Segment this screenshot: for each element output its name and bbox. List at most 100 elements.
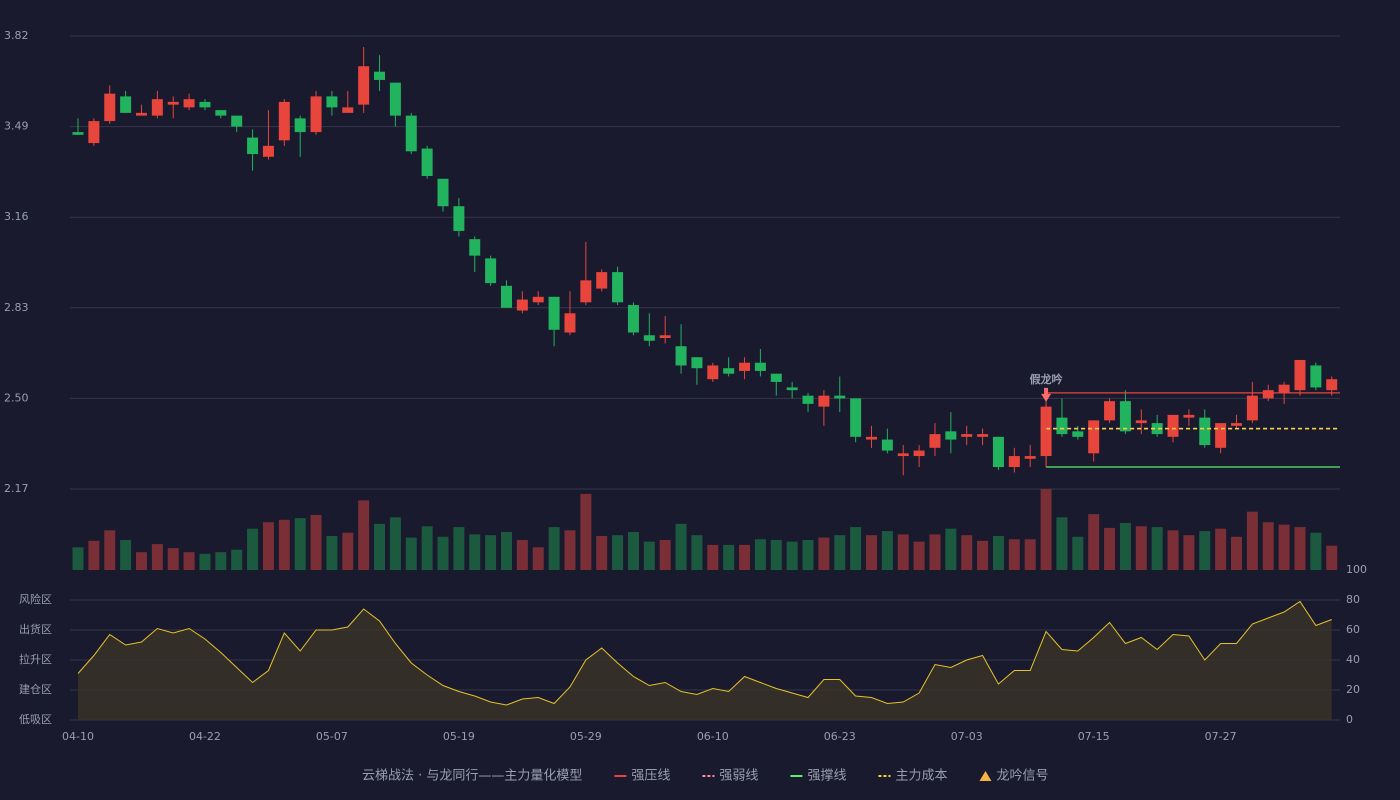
candle-body (1294, 359, 1306, 391)
candle-body (1072, 431, 1084, 437)
candle-body (659, 335, 671, 338)
candle-body (754, 362, 766, 371)
candle-body (278, 101, 290, 141)
volume-bar (659, 540, 671, 570)
candle-body (151, 99, 163, 116)
volume-bar (326, 535, 338, 570)
y2-tick-label: 0 (1346, 713, 1353, 726)
volume-bar (834, 535, 846, 570)
candle-body (691, 357, 703, 369)
volume-bar (104, 530, 116, 570)
candle-body (818, 395, 830, 407)
candle-body (723, 368, 735, 374)
candle-body (834, 395, 846, 399)
volume-bar (485, 535, 497, 570)
volume-bar (1167, 530, 1179, 570)
candle-body (120, 96, 132, 113)
legend-label: 龙吟信号 (996, 768, 1048, 784)
candle-body (850, 398, 862, 437)
candle-body (1215, 423, 1227, 448)
y-tick-label: 2.17 (4, 482, 29, 495)
volume-bar (500, 531, 512, 570)
candle-body (802, 395, 814, 404)
y-tick-label: 3.82 (4, 29, 29, 42)
x-tick-label: 07-03 (951, 730, 983, 743)
candle-body (167, 101, 179, 105)
y2-tick-label: 100 (1346, 563, 1367, 576)
candle-body (564, 313, 576, 333)
candle-body (596, 272, 608, 289)
volume-bar (1183, 535, 1195, 570)
volume-bar (850, 527, 862, 570)
candle-body (72, 132, 84, 135)
y-tick-label: 2.83 (4, 301, 29, 314)
candle-body (1183, 414, 1195, 418)
candle-body (548, 296, 560, 330)
candle-body (247, 137, 259, 155)
volume-bar (1024, 539, 1036, 570)
candle-body (374, 71, 386, 80)
volume-bar (199, 553, 211, 570)
volume-bar (580, 493, 592, 570)
y2-tick-label: 20 (1346, 683, 1360, 696)
volume-bar (374, 523, 386, 570)
volume-bar (564, 530, 576, 570)
candle-body (770, 373, 782, 382)
volume-bar (1040, 489, 1052, 570)
candle-body (643, 335, 655, 341)
y2-tick-label: 60 (1346, 623, 1360, 636)
candle-body (961, 434, 973, 437)
volume-bar (675, 523, 687, 570)
candle-body (183, 99, 195, 108)
volume-bar (643, 541, 655, 570)
volume-bar (802, 540, 814, 570)
volume-bar (739, 544, 751, 570)
volume-bar (421, 526, 433, 570)
candle-body (1056, 417, 1068, 435)
candle-body (262, 145, 274, 157)
volume-bar (786, 541, 798, 570)
candle-body (342, 107, 354, 113)
candle-body (358, 66, 370, 105)
volume-bar (151, 544, 163, 570)
volume-bar (612, 535, 624, 570)
volume-bar (72, 547, 84, 570)
candle-body (739, 362, 751, 371)
candle-body (532, 296, 544, 303)
x-tick-label: 04-10 (62, 730, 94, 743)
volume-bar (1104, 527, 1116, 570)
volume-bar (278, 519, 290, 570)
legend-title: 云梯战法 · 与龙同行——主力量化模型 (362, 769, 582, 784)
volume-bar (1231, 536, 1243, 570)
indicator-line (77, 600, 1332, 706)
candle-body (627, 305, 639, 333)
volume-bar (437, 536, 449, 570)
volume-bar (231, 549, 243, 570)
candle-body (469, 239, 481, 256)
candle-body (866, 436, 877, 440)
candle-body (215, 110, 227, 116)
legend-label: 主力成本 (895, 769, 947, 784)
zone-label: 建仓区 (19, 682, 52, 696)
volume-bar (1326, 545, 1338, 570)
candle-body (135, 112, 147, 116)
volume-bar (977, 540, 989, 570)
volume-bar (1215, 528, 1227, 570)
volume-bar (945, 528, 957, 570)
candle-body (1231, 423, 1243, 426)
volume-bar (120, 540, 132, 570)
zone-label: 拉升区 (19, 652, 52, 666)
candle-body (1278, 384, 1290, 393)
x-tick-label: 07-15 (1078, 730, 1110, 743)
zone-label: 出货区 (19, 622, 52, 636)
candle-body (1104, 401, 1116, 421)
volume-bar (818, 537, 830, 570)
candle-body (516, 299, 528, 311)
candle-body (1310, 365, 1322, 388)
candle-body (421, 148, 433, 177)
volume-bar (469, 534, 481, 570)
volume-bar (707, 544, 719, 570)
candle-body (231, 115, 243, 127)
candle-body (945, 431, 957, 440)
